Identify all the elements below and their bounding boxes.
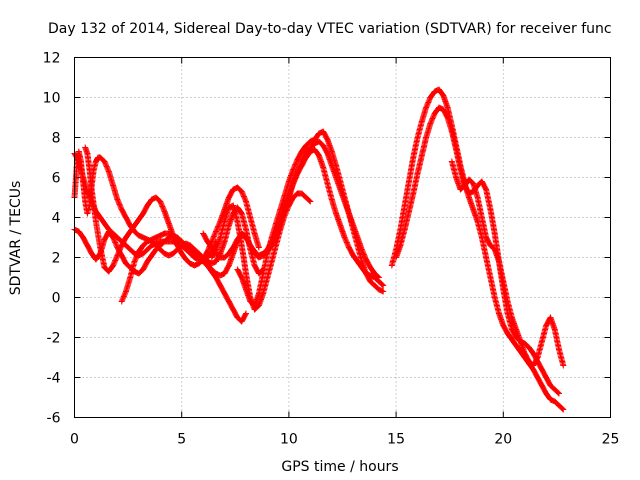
series-markers <box>448 158 567 369</box>
series-sat-d <box>82 144 262 275</box>
y-tick-label: 2 <box>52 251 61 267</box>
y-tick-label: 4 <box>52 211 61 227</box>
tick-labels: 0 5 10 15 20 25 -6 -4 -2 0 2 4 6 8 10 12 <box>43 51 620 448</box>
grid-lines <box>74 57 611 418</box>
x-tick-label: 5 <box>177 432 186 448</box>
x-tick-label: 15 <box>387 432 405 448</box>
plot-frame <box>74 57 611 418</box>
x-tick-label: 25 <box>602 432 620 448</box>
y-tick-label: -2 <box>47 331 61 347</box>
y-tick-label: 6 <box>52 171 61 187</box>
y-tick-label: -4 <box>47 371 61 387</box>
y-tick-label: 0 <box>52 291 61 307</box>
series-sat-k <box>448 158 567 369</box>
y-tick-label: 12 <box>43 51 61 67</box>
x-tick-label: 10 <box>280 432 298 448</box>
x-tick-label: 20 <box>494 432 512 448</box>
y-tick-label: 8 <box>52 131 61 147</box>
y-tick-label: 10 <box>43 91 61 107</box>
series-sat-g <box>208 190 314 313</box>
x-axis-label: GPS time / hours <box>281 459 398 475</box>
series-markers <box>82 144 262 275</box>
series-sat-h <box>234 128 387 309</box>
plot-points <box>71 86 567 413</box>
series-markers <box>234 128 387 309</box>
y-axis-label: SDTVAR / TECUs <box>8 181 24 296</box>
chart-title: Day 132 of 2014, Sidereal Day-to-day VTE… <box>48 21 612 37</box>
y-tick-label: -6 <box>47 411 61 427</box>
x-tick-label: 0 <box>70 432 79 448</box>
series-markers <box>208 190 314 313</box>
